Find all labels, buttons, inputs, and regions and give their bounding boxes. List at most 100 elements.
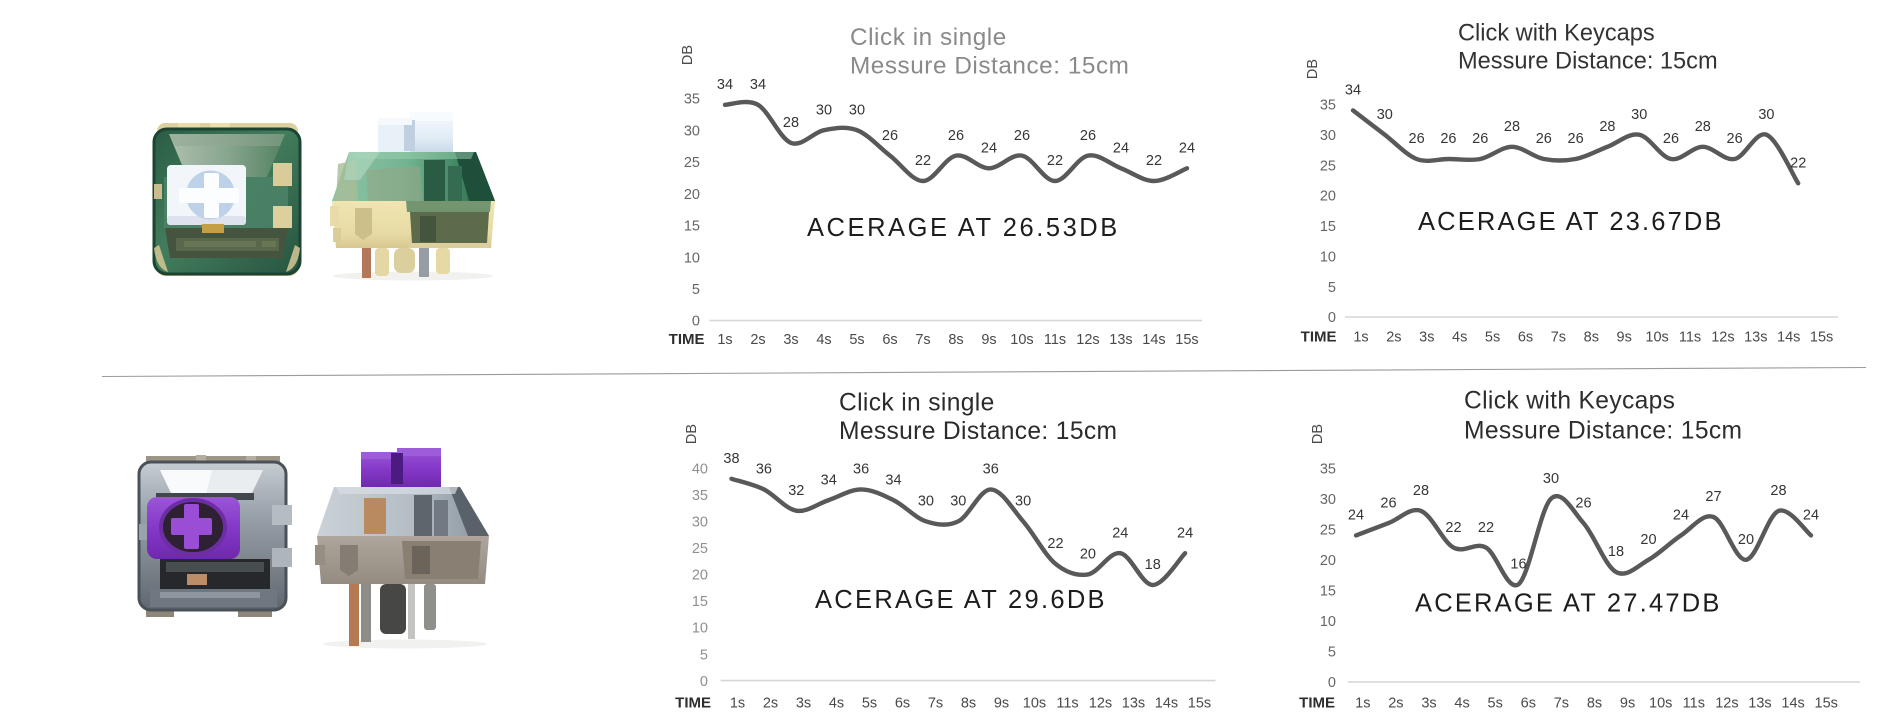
svg-text:TIME: TIME xyxy=(675,695,711,712)
svg-text:26: 26 xyxy=(1080,128,1096,144)
svg-text:20: 20 xyxy=(1640,532,1656,548)
svg-text:14s: 14s xyxy=(1155,696,1178,712)
svg-text:1s: 1s xyxy=(730,696,745,712)
svg-text:Click with Keycaps: Click with Keycaps xyxy=(1464,388,1675,415)
svg-text:5: 5 xyxy=(700,647,708,663)
svg-text:12s: 12s xyxy=(1076,332,1099,348)
svg-text:4s: 4s xyxy=(816,332,831,348)
svg-text:22: 22 xyxy=(1445,520,1461,536)
svg-text:22: 22 xyxy=(1047,153,1063,169)
svg-text:14s: 14s xyxy=(1142,332,1165,348)
svg-text:2s: 2s xyxy=(1386,330,1401,346)
svg-text:15: 15 xyxy=(684,219,700,235)
svg-text:14s: 14s xyxy=(1781,696,1804,712)
svg-text:38: 38 xyxy=(723,451,739,467)
svg-text:15s: 15s xyxy=(1188,696,1211,712)
svg-text:6s: 6s xyxy=(895,696,910,712)
svg-text:26: 26 xyxy=(1440,131,1456,147)
svg-text:11s: 11s xyxy=(1683,696,1705,712)
svg-text:35: 35 xyxy=(1320,461,1336,477)
svg-text:8s: 8s xyxy=(961,696,976,712)
svg-text:36: 36 xyxy=(756,462,772,478)
svg-text:30: 30 xyxy=(950,494,966,510)
svg-text:30: 30 xyxy=(1758,107,1774,123)
svg-text:28: 28 xyxy=(783,115,799,131)
svg-text:12s: 12s xyxy=(1715,696,1738,712)
svg-text:25: 25 xyxy=(684,155,700,171)
svg-text:35: 35 xyxy=(684,92,700,108)
svg-text:5: 5 xyxy=(692,282,700,298)
svg-text:30: 30 xyxy=(1543,471,1559,487)
svg-text:Click with Keycaps: Click with Keycaps xyxy=(1458,21,1655,47)
svg-text:Messure Distance: 15cm: Messure Distance: 15cm xyxy=(850,52,1129,79)
svg-text:28: 28 xyxy=(1695,119,1711,135)
svg-text:Messure Distance: 15cm: Messure Distance: 15cm xyxy=(1464,417,1742,444)
svg-text:12s: 12s xyxy=(1711,330,1734,346)
svg-text:3s: 3s xyxy=(1421,696,1436,712)
svg-text:11s: 11s xyxy=(1056,696,1078,712)
svg-text:10: 10 xyxy=(692,621,708,637)
svg-text:20: 20 xyxy=(1080,547,1096,563)
svg-text:30: 30 xyxy=(692,515,708,531)
svg-text:18: 18 xyxy=(1608,544,1624,560)
svg-text:25: 25 xyxy=(692,541,708,557)
svg-text:26: 26 xyxy=(1472,131,1488,147)
svg-text:15: 15 xyxy=(1320,219,1336,235)
svg-text:ACERAGE AT 26.53DB: ACERAGE AT 26.53DB xyxy=(807,214,1120,242)
svg-text:26: 26 xyxy=(1663,131,1679,147)
svg-text:2s: 2s xyxy=(750,332,765,348)
svg-text:ACERAGE AT 29.6DB: ACERAGE AT 29.6DB xyxy=(815,586,1107,614)
svg-text:30: 30 xyxy=(1015,494,1031,510)
svg-text:7s: 7s xyxy=(928,696,943,712)
svg-text:28: 28 xyxy=(1770,483,1786,499)
svg-text:Click in single: Click in single xyxy=(850,24,1007,51)
svg-text:22: 22 xyxy=(1478,520,1494,536)
svg-text:6s: 6s xyxy=(882,332,897,348)
svg-text:2s: 2s xyxy=(763,696,778,712)
svg-text:3s: 3s xyxy=(783,332,798,348)
svg-text:22: 22 xyxy=(915,153,931,169)
svg-text:7s: 7s xyxy=(915,332,930,348)
svg-text:DB: DB xyxy=(1310,424,1326,444)
svg-text:26: 26 xyxy=(1536,131,1552,147)
svg-text:Messure Distance: 15cm: Messure Distance: 15cm xyxy=(839,418,1117,445)
svg-text:26: 26 xyxy=(1014,128,1030,144)
svg-text:10s: 10s xyxy=(1645,330,1668,346)
svg-text:22: 22 xyxy=(1146,153,1162,169)
svg-text:8s: 8s xyxy=(1584,330,1599,346)
svg-text:22: 22 xyxy=(1047,536,1063,552)
svg-text:18: 18 xyxy=(1145,557,1161,573)
svg-text:ACERAGE AT 23.67DB: ACERAGE AT 23.67DB xyxy=(1418,208,1724,236)
svg-text:30: 30 xyxy=(918,494,934,510)
svg-text:9s: 9s xyxy=(981,332,996,348)
svg-text:3s: 3s xyxy=(1419,330,1434,346)
svg-text:15s: 15s xyxy=(1815,696,1838,712)
svg-text:15s: 15s xyxy=(1175,332,1198,348)
svg-text:36: 36 xyxy=(983,462,999,478)
svg-text:5s: 5s xyxy=(1485,330,1500,346)
svg-text:32: 32 xyxy=(788,483,804,499)
svg-text:13s: 13s xyxy=(1744,330,1767,346)
svg-text:Click in single: Click in single xyxy=(839,389,995,416)
svg-text:0: 0 xyxy=(1328,675,1336,691)
svg-text:TIME: TIME xyxy=(669,331,705,348)
svg-text:13s: 13s xyxy=(1122,696,1145,712)
svg-text:28: 28 xyxy=(1413,483,1429,499)
svg-text:TIME: TIME xyxy=(1299,695,1335,712)
svg-text:20: 20 xyxy=(1320,553,1336,569)
svg-text:5s: 5s xyxy=(1488,696,1503,712)
svg-text:24: 24 xyxy=(981,141,997,157)
svg-text:20: 20 xyxy=(684,187,700,203)
svg-text:20: 20 xyxy=(1320,189,1336,205)
svg-text:10: 10 xyxy=(684,250,700,266)
svg-text:9s: 9s xyxy=(994,696,1009,712)
svg-text:34: 34 xyxy=(821,472,837,488)
svg-text:4s: 4s xyxy=(1452,330,1467,346)
svg-text:1s: 1s xyxy=(717,332,732,348)
svg-text:15: 15 xyxy=(692,594,708,610)
svg-text:26: 26 xyxy=(1380,495,1396,511)
svg-text:40: 40 xyxy=(692,461,708,477)
svg-text:30: 30 xyxy=(1320,492,1336,508)
svg-text:10s: 10s xyxy=(1010,332,1033,348)
svg-text:20: 20 xyxy=(1738,532,1754,548)
